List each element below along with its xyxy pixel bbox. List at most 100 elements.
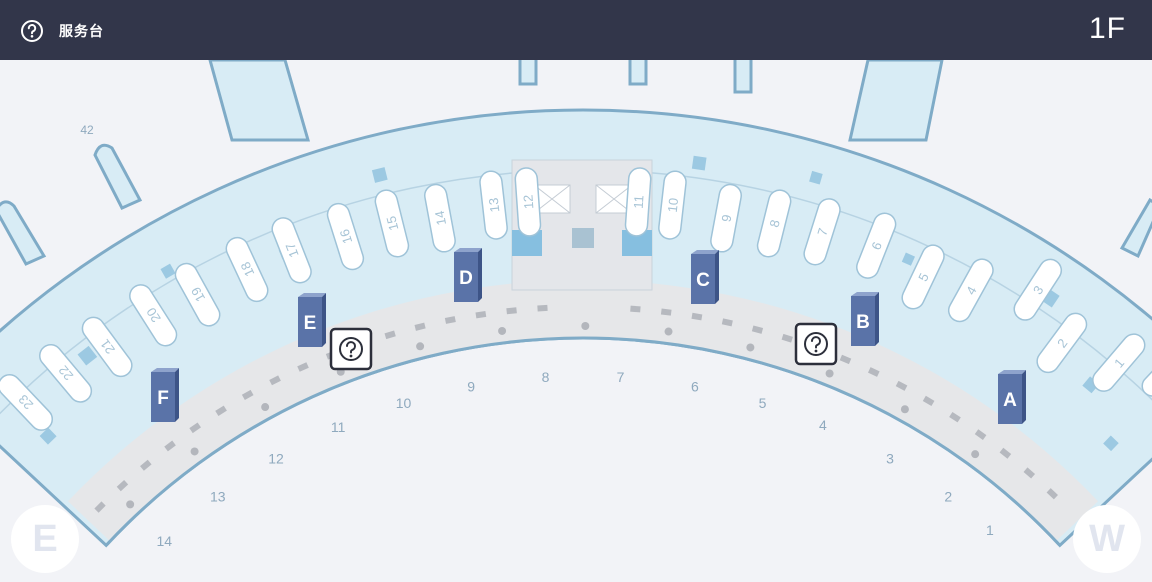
island-slab — [901, 244, 945, 310]
question-mark-dot — [814, 349, 818, 353]
checkin-island-22: 22 — [39, 343, 93, 403]
counter-d[interactable]: D — [454, 248, 482, 302]
counter-c[interactable]: C — [691, 250, 719, 304]
jet-bridge-left-2 — [0, 200, 47, 266]
landside-counter — [475, 310, 487, 319]
island-slab — [39, 343, 93, 403]
island-number: 13 — [486, 197, 503, 213]
checkin-island-13: 13 — [479, 170, 508, 240]
counter-f[interactable]: F — [151, 368, 179, 422]
help-desk-marker-east[interactable] — [329, 327, 373, 371]
gate-number-10: 10 — [396, 395, 412, 411]
central-block — [572, 228, 594, 248]
counter-a[interactable]: A — [998, 370, 1026, 424]
island-slab — [479, 170, 508, 240]
question-mark-glyph — [811, 336, 821, 349]
island-slab — [947, 258, 994, 323]
service-desk-markers — [329, 322, 838, 371]
island-number: 9 — [719, 213, 735, 223]
landside-counter — [506, 307, 517, 315]
counter-label: A — [1003, 390, 1017, 411]
counter-face — [454, 252, 478, 302]
gate-number-11: 11 — [331, 419, 346, 435]
gate-number-13: 13 — [210, 488, 226, 504]
island-number: 8 — [766, 218, 782, 229]
island-number: 18 — [238, 260, 258, 279]
kiosk-block — [1103, 435, 1119, 452]
island-number: 16 — [337, 227, 356, 245]
landside-counter — [999, 447, 1012, 459]
pier-right — [848, 60, 944, 142]
island-number: 10 — [665, 197, 682, 213]
checkin-island-16: 16 — [326, 202, 365, 271]
question-mark-glyph — [346, 341, 356, 354]
landside-counter — [444, 316, 456, 324]
island-slab — [225, 236, 269, 303]
island-slab — [81, 316, 133, 378]
counter-e[interactable]: E — [298, 293, 326, 347]
landside-counter — [630, 305, 641, 313]
island-slab — [856, 212, 897, 279]
counter-label: B — [856, 312, 870, 333]
gate-number-7: 7 — [617, 369, 625, 385]
gate-number-8: 8 — [542, 369, 550, 385]
counter-top — [691, 250, 719, 254]
island-number: 12 — [520, 194, 536, 209]
gate-number-12: 12 — [268, 450, 284, 466]
landside-counter — [839, 354, 852, 365]
checkin-island-2: 2 — [1036, 312, 1088, 374]
counter-b[interactable]: B — [851, 292, 879, 346]
compass-east: E — [11, 505, 79, 573]
landside-counter — [660, 308, 672, 316]
counter-face — [298, 297, 322, 347]
gate-number-14: 14 — [156, 533, 172, 549]
checkin-island-5: 5 — [901, 244, 945, 310]
checkin-island-14: 14 — [424, 183, 456, 253]
checkin-island-1: 1 — [1092, 333, 1146, 392]
gate-number-2: 2 — [944, 488, 952, 504]
pier-stub-2 — [628, 60, 648, 86]
gate-number-1: 1 — [986, 522, 994, 538]
island-number: 15 — [383, 215, 401, 233]
top-bar: 服务台 1F — [0, 0, 1152, 60]
gate-number-5: 5 — [759, 395, 767, 411]
island-number: 19 — [188, 284, 208, 304]
floor-indicator[interactable]: 1F — [1088, 12, 1126, 45]
island-slab — [624, 167, 652, 237]
map-background — [0, 60, 1152, 548]
island-slab — [658, 170, 687, 240]
counter-label: E — [304, 313, 317, 334]
landside-counter — [269, 375, 281, 386]
counter-label: F — [157, 388, 169, 409]
counter-side — [478, 248, 482, 302]
landside-concourse — [67, 280, 1099, 542]
kiosk-block — [371, 167, 388, 183]
counter-side — [715, 250, 719, 304]
counter-label: C — [696, 270, 710, 291]
landside-counter — [164, 440, 176, 452]
island-number: 7 — [814, 226, 830, 237]
island-slab — [129, 284, 178, 347]
pier-stub-1 — [518, 60, 538, 86]
help-circle-icon[interactable] — [20, 19, 44, 43]
island-number: 14 — [432, 210, 449, 227]
pillar — [126, 500, 135, 509]
counter-side — [1022, 370, 1026, 424]
pier-stub-3 — [733, 60, 753, 94]
checkin-island-20: 20 — [129, 284, 178, 347]
checkin-island-17: 17 — [271, 217, 312, 284]
island-number: 20 — [143, 305, 163, 325]
checkin-island-9: 9 — [710, 183, 742, 253]
counter-top — [998, 370, 1026, 374]
help-desk-marker-west[interactable] — [794, 322, 838, 366]
pier-left — [208, 60, 310, 142]
checkin-island-extra-0: 1 — [1141, 363, 1152, 397]
landside-counter — [94, 501, 106, 513]
kiosk-block — [77, 345, 98, 366]
counter-face — [691, 254, 715, 304]
landside-counter — [868, 367, 880, 377]
island-slab — [710, 183, 742, 253]
landside-counter — [781, 333, 793, 343]
counter-label: D — [459, 268, 473, 289]
